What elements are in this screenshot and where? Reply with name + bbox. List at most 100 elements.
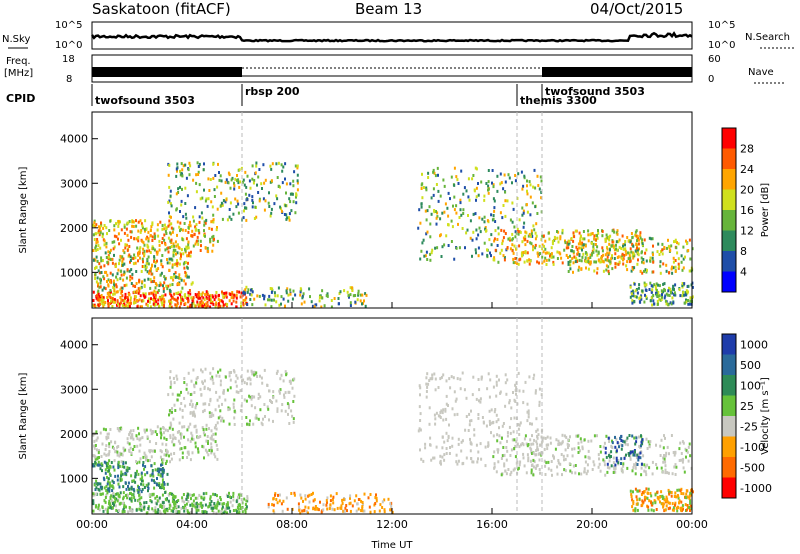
velocity-cell [567,443,570,447]
power-cell [206,297,209,301]
velocity-cell [155,502,158,506]
velocity-cell [254,416,257,420]
power-cell [181,174,184,178]
power-cell [276,197,279,201]
power-cell [134,290,137,294]
power-cell [267,201,270,205]
power-cell [246,197,249,201]
power-cell [176,302,179,305]
power-cell [465,189,468,193]
velocity-cell [325,499,328,503]
power-cell [486,248,488,252]
velocity-cell [528,375,531,379]
velocity-cell [181,409,184,412]
power-cell [567,256,569,259]
velocity-cell [232,498,235,502]
velocity-cell [332,495,335,499]
power-cell [606,235,609,239]
power-cell [139,286,142,290]
power-cell [684,255,686,259]
power-cell [103,224,106,227]
velocity-cell [498,378,500,382]
velocity-cell [360,499,363,503]
velocity-cell [195,430,198,434]
power-cell [97,284,99,288]
x-tick-label: 08:00 [276,518,308,531]
power-cell [219,204,222,208]
power-cell [180,248,183,252]
velocity-cell [612,471,615,474]
velocity-cell [175,374,178,378]
velocity-cell [626,443,629,447]
velocity-cell [605,434,608,438]
power-cell [269,214,272,218]
velocity-cell [629,455,632,459]
power-cell [567,262,570,266]
power-cell [519,230,522,234]
velocity-cell [232,491,235,495]
power-cell [650,284,653,288]
velocity-cell [210,506,213,510]
power-cell [168,199,171,203]
velocity-cell [679,441,682,445]
power-cell [464,246,466,250]
power-cell [213,188,216,192]
power-cell [204,199,207,203]
power-cell [526,184,528,188]
velocity-cell [187,371,190,375]
velocity-cell [201,510,204,514]
velocity-cell [203,433,206,437]
velocity-cell [634,509,637,513]
velocity-cell [391,510,394,514]
velocity-cell [203,385,206,389]
power-echoes [92,161,694,309]
velocity-cell [308,500,311,504]
power-cell [268,205,271,208]
velocity-cell [566,454,569,458]
power-cell [209,297,212,300]
power-cell [664,299,667,303]
velocity-cell [215,443,218,447]
velocity-cell [689,491,692,495]
velocity-cell [419,386,422,390]
velocity-cell [512,430,515,434]
power-cell [602,269,605,273]
velocity-cell [136,469,138,473]
velocity-cell [512,468,515,472]
power-cell [132,262,135,266]
y-tick-label: 3000 [60,177,88,190]
velocity-cell [161,458,163,462]
velocity-cell [213,426,216,430]
power-cell [616,248,619,252]
power-cell [471,238,474,242]
power-cell [270,167,273,171]
power-cell [594,243,597,246]
power-cell [656,302,659,306]
power-cell [121,298,124,302]
power-cell [674,259,677,262]
velocity-cell [193,391,196,394]
velocity-cell [490,431,492,435]
velocity-cell [168,409,171,413]
power-cell [636,262,639,266]
velocity-cell [555,438,558,442]
power-cell [421,241,424,245]
power-cell [243,290,246,294]
power-cell [571,245,574,248]
velocity-cell [662,456,665,460]
power-cell [152,302,155,306]
velocity-cell [349,494,352,498]
velocity-cell [484,445,487,449]
power-cell [658,253,661,256]
power-cell [539,252,541,255]
velocity-cell [495,380,498,384]
power-cell [122,278,125,282]
velocity-cell [99,467,102,471]
velocity-cell [599,445,602,448]
velocity-cell [345,504,348,507]
power-cell [168,223,171,227]
velocity-cell [135,508,138,512]
power-cell [622,244,624,248]
power-cell [181,238,184,241]
velocity-cell [222,389,225,393]
